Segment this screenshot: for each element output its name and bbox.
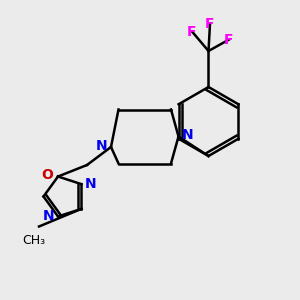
Text: N: N: [43, 209, 54, 224]
Text: F: F: [224, 33, 234, 46]
Text: F: F: [205, 17, 215, 31]
Text: F: F: [187, 25, 197, 38]
Text: N: N: [182, 128, 194, 142]
Text: N: N: [96, 139, 107, 152]
Text: CH₃: CH₃: [22, 234, 45, 247]
Text: O: O: [42, 168, 53, 182]
Text: N: N: [85, 177, 97, 191]
